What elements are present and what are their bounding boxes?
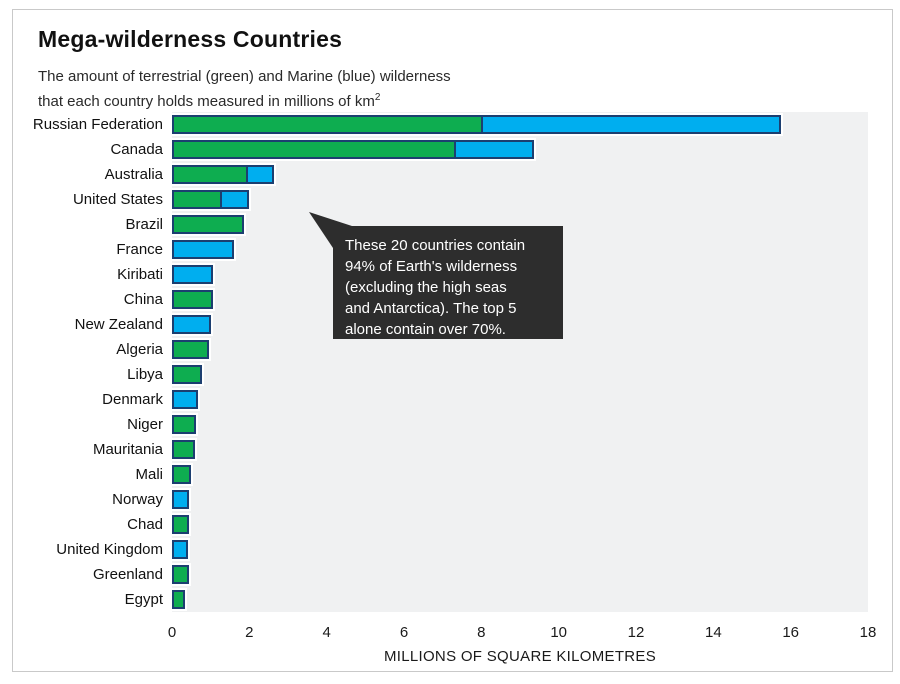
x-tick-label: 16 <box>782 624 799 641</box>
annotation-callout: These 20 countries contain 94% of Earth'… <box>333 226 563 339</box>
page-title: Mega-wilderness Countries <box>38 26 343 52</box>
x-tick-label: 14 <box>704 624 722 641</box>
terrestrial-segment <box>174 142 454 157</box>
category-label: Greenland <box>92 566 163 583</box>
category-label: Mali <box>135 466 163 483</box>
x-tick-label: 12 <box>627 624 645 641</box>
category-label: Niger <box>127 416 163 433</box>
annotation-line: alone contain over 70%. <box>345 321 506 338</box>
terrestrial-segment <box>174 592 183 607</box>
terrestrial-segment <box>174 367 200 382</box>
x-axis-title: MILLIONS OF SQUARE KILOMETRES <box>383 648 657 665</box>
category-label: France <box>116 241 163 258</box>
bar <box>172 515 189 534</box>
marine-segment <box>174 267 211 282</box>
category-label: Chad <box>127 516 163 533</box>
x-tick-label: 18 <box>859 624 877 641</box>
subtitle-line-2: that each country holds measured in mill… <box>38 93 375 110</box>
category-label: Australia <box>104 166 163 183</box>
plot-area <box>172 112 868 612</box>
category-label: Mauritania <box>92 441 163 458</box>
category-label: United Kingdom <box>56 541 163 558</box>
annotation-line: 94% of Earth's wilderness <box>345 258 518 275</box>
category-label: New Zealand <box>74 316 163 333</box>
terrestrial-segment <box>174 567 187 582</box>
bar <box>172 565 189 584</box>
terrestrial-segment <box>174 167 247 182</box>
bar <box>172 240 234 259</box>
bar <box>172 540 188 559</box>
bar <box>172 490 189 509</box>
bar <box>172 415 196 434</box>
category-label: Kiribati <box>117 266 163 283</box>
bar <box>172 340 209 359</box>
marine-segment <box>246 167 272 182</box>
chart-subtitle: The amount of terrestrial (green) and Ma… <box>38 66 451 112</box>
bar <box>172 465 191 484</box>
marine-segment <box>174 317 209 332</box>
marine-segment <box>220 192 247 207</box>
bar <box>172 190 249 209</box>
terrestrial-segment <box>174 417 194 432</box>
subtitle-line-1: The amount of terrestrial (green) and Ma… <box>38 68 451 85</box>
terrestrial-segment <box>174 517 187 532</box>
terrestrial-segment <box>174 192 221 207</box>
x-tick-label: 0 <box>167 624 177 641</box>
category-label: Brazil <box>125 216 163 233</box>
category-label: Norway <box>112 491 163 508</box>
bar <box>172 315 211 334</box>
bar <box>172 265 213 284</box>
annotation-line: These 20 countries contain <box>345 237 526 254</box>
bar <box>172 115 781 134</box>
x-tick-label: 4 <box>322 624 331 641</box>
subtitle-superscript: 2 <box>374 92 381 103</box>
annotation-line: (excluding the high seas <box>345 279 507 296</box>
terrestrial-segment <box>174 292 211 307</box>
marine-segment <box>174 492 187 507</box>
bar <box>172 215 244 234</box>
marine-segment <box>174 542 186 557</box>
bar <box>172 440 195 459</box>
x-tick-label: 2 <box>245 624 254 641</box>
terrestrial-segment <box>174 467 189 482</box>
category-label: United States <box>72 191 163 208</box>
category-label: Libya <box>127 366 163 383</box>
annotation-line: and Antarctica). The top 5 <box>345 300 517 317</box>
x-tick-label: 6 <box>399 624 409 641</box>
bar <box>172 365 202 384</box>
marine-segment <box>174 392 196 407</box>
terrestrial-segment <box>174 342 207 357</box>
category-label: Canada <box>110 141 163 158</box>
category-label: Russian Federation <box>32 116 163 133</box>
bar <box>172 165 274 184</box>
x-tick-label: 8 <box>477 624 486 641</box>
bar <box>172 590 185 609</box>
category-label: Egypt <box>124 591 163 608</box>
bar <box>172 140 534 159</box>
category-label: Algeria <box>116 341 163 358</box>
bar <box>172 290 213 309</box>
bar <box>172 390 198 409</box>
marine-segment <box>174 242 232 257</box>
category-label: China <box>123 291 163 308</box>
terrestrial-segment <box>174 442 193 457</box>
marine-segment <box>481 117 779 132</box>
x-tick-label: 10 <box>550 624 567 641</box>
terrestrial-segment <box>174 217 242 232</box>
category-label: Denmark <box>102 391 163 408</box>
terrestrial-segment <box>174 117 482 132</box>
marine-segment <box>453 142 532 157</box>
